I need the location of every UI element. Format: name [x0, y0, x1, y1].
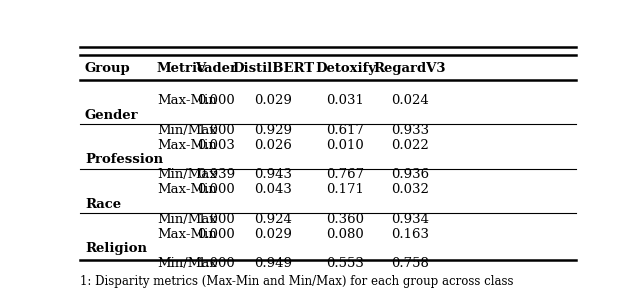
Text: 0.936: 0.936: [391, 168, 429, 181]
Text: 0.943: 0.943: [255, 168, 292, 181]
Text: 0.024: 0.024: [391, 94, 429, 107]
Text: 0.767: 0.767: [326, 168, 364, 181]
Text: 0.933: 0.933: [391, 124, 429, 136]
Text: 0.032: 0.032: [391, 183, 429, 196]
Text: 0.010: 0.010: [326, 139, 364, 152]
Text: Religion: Religion: [85, 242, 147, 255]
Text: 0.929: 0.929: [255, 124, 292, 136]
Text: Metric: Metric: [157, 62, 206, 74]
Text: 0.171: 0.171: [326, 183, 364, 196]
Text: 1.000: 1.000: [198, 257, 236, 270]
Text: 0.029: 0.029: [255, 94, 292, 107]
Text: 0.026: 0.026: [255, 139, 292, 152]
Text: 0.000: 0.000: [198, 183, 236, 196]
Text: 0.022: 0.022: [391, 139, 429, 152]
Text: 0.080: 0.080: [326, 228, 364, 241]
Text: Max-Min: Max-Min: [157, 139, 216, 152]
Text: 0.360: 0.360: [326, 212, 364, 226]
Text: 0.043: 0.043: [255, 183, 292, 196]
Text: 0.163: 0.163: [391, 228, 429, 241]
Text: Min/Max: Min/Max: [157, 124, 217, 136]
Text: 1.000: 1.000: [198, 212, 236, 226]
Text: DistilBERT: DistilBERT: [232, 62, 314, 74]
Text: Vader: Vader: [195, 62, 237, 74]
Text: Max-Min: Max-Min: [157, 183, 216, 196]
Text: Race: Race: [85, 198, 121, 211]
Text: 0.029: 0.029: [255, 228, 292, 241]
Text: 0.000: 0.000: [198, 228, 236, 241]
Text: 0.031: 0.031: [326, 94, 364, 107]
Text: Max-Min: Max-Min: [157, 228, 216, 241]
Text: Min/Max: Min/Max: [157, 168, 217, 181]
Text: Detoxify: Detoxify: [315, 62, 376, 74]
Text: Max-Min: Max-Min: [157, 94, 216, 107]
Text: 0.553: 0.553: [326, 257, 364, 270]
Text: 0.000: 0.000: [198, 94, 236, 107]
Text: 1.000: 1.000: [198, 124, 236, 136]
Text: 1: Disparity metrics (Max-Min and Min/Max) for each group across class: 1: Disparity metrics (Max-Min and Min/Ma…: [80, 275, 513, 288]
Text: 0.617: 0.617: [326, 124, 364, 136]
Text: Min/Max: Min/Max: [157, 257, 217, 270]
Text: 0.003: 0.003: [198, 139, 236, 152]
Text: Min/Max: Min/Max: [157, 212, 217, 226]
Text: 0.939: 0.939: [197, 168, 236, 181]
Text: 0.949: 0.949: [255, 257, 292, 270]
Text: 0.924: 0.924: [255, 212, 292, 226]
Text: Profession: Profession: [85, 154, 163, 167]
Text: 0.934: 0.934: [391, 212, 429, 226]
Text: RegardV3: RegardV3: [374, 62, 446, 74]
Text: 0.758: 0.758: [391, 257, 429, 270]
Text: Group: Group: [85, 62, 131, 74]
Text: Gender: Gender: [85, 109, 139, 122]
